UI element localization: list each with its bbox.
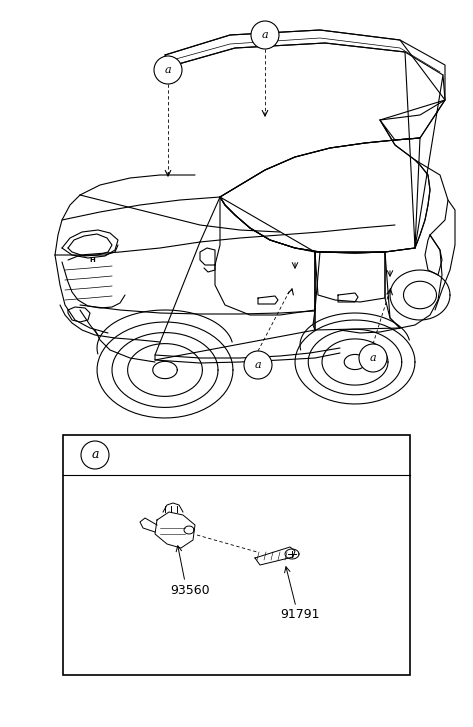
Circle shape [251, 21, 279, 49]
Text: a: a [262, 30, 268, 40]
Polygon shape [155, 512, 195, 548]
Circle shape [244, 351, 272, 379]
Text: 91791: 91791 [280, 608, 320, 622]
Circle shape [81, 441, 109, 469]
Circle shape [359, 344, 387, 372]
Text: a: a [91, 449, 99, 462]
Text: a: a [370, 353, 377, 363]
Text: 93560: 93560 [170, 584, 210, 596]
Text: H: H [89, 257, 95, 263]
Bar [63, 435, 410, 675]
Text: a: a [165, 65, 171, 75]
Polygon shape [255, 547, 295, 565]
Text: a: a [254, 360, 261, 370]
Circle shape [154, 56, 182, 84]
